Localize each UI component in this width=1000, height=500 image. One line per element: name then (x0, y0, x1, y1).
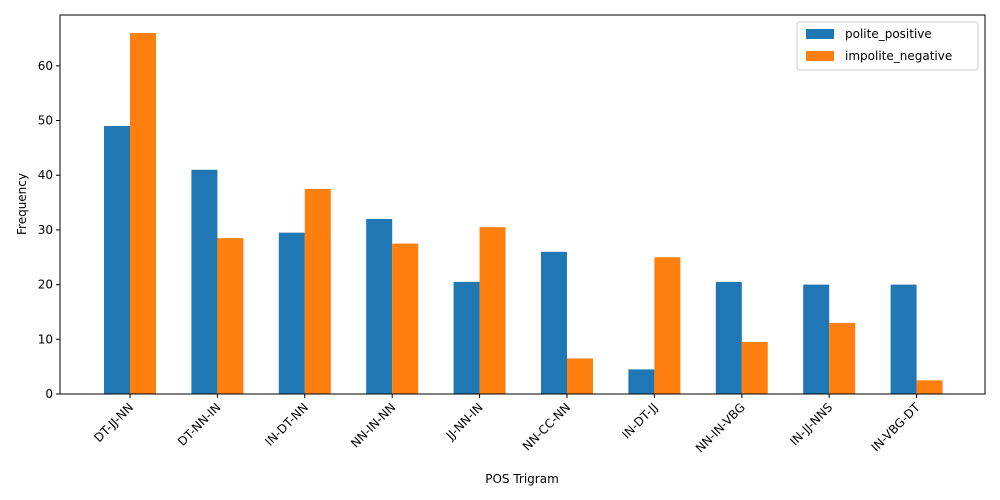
bar-impolite-negative-nn-in-vbg (741, 342, 768, 394)
bar-polite-positive-in-dt-nn (278, 232, 305, 394)
bar-impolite-negative-in-dt-jj (654, 257, 681, 394)
y-tick-label: 40 (38, 168, 53, 182)
x-tick-label: NN-IN-VBG (693, 400, 748, 455)
bar-polite-positive-nn-cc-nn (541, 251, 567, 394)
x-tick-label: NN-IN-NN (348, 400, 398, 450)
bar-polite-positive-dt-jj-nn (104, 126, 130, 394)
x-tick-label: IN-VBG-DT (869, 400, 924, 455)
bar-impolite-negative-in-dt-nn (304, 188, 331, 394)
bar-impolite-negative-jj-nn-in (479, 227, 506, 394)
bar-polite-positive-dt-nn-in (191, 169, 218, 394)
y-axis-label: Frequency (15, 173, 29, 235)
bar-polite-positive-nn-in-nn (366, 218, 393, 394)
bar-impolite-negative-nn-in-nn (392, 243, 419, 394)
x-tick-label: NN-CC-NN (520, 400, 573, 453)
bar-polite-positive-in-jj-nns (803, 284, 830, 394)
y-axis: 0 10 20 30 40 50 60 (38, 59, 60, 401)
y-tick-label: 0 (45, 387, 53, 401)
bar-impolite-negative-dt-jj-nn (130, 33, 156, 395)
bar-polite-positive-in-vbg-dt (890, 284, 917, 394)
bar-impolite-negative-nn-cc-nn (567, 358, 593, 394)
bar-polite-positive-nn-in-vbg (715, 281, 742, 394)
bars-layer (104, 33, 943, 395)
x-tick-label: IN-JJ-NNS (787, 400, 835, 448)
x-tick-label: DT-JJ-NN (91, 400, 136, 445)
x-tick-label: JJ-NN-IN (443, 400, 486, 443)
y-tick-label: 30 (38, 223, 53, 237)
x-tick-label: IN-DT-NN (262, 400, 311, 449)
bar-impolite-negative-in-vbg-dt (916, 380, 943, 394)
bar-impolite-negative-dt-nn-in (217, 238, 244, 394)
legend-box (796, 21, 979, 71)
plot-frame (59, 14, 986, 395)
x-tick-label: DT-NN-IN (175, 400, 224, 449)
y-tick-label: 60 (38, 59, 53, 73)
bar-polite-positive-jj-nn-in (453, 281, 480, 394)
bar-impolite-negative-in-jj-nns (829, 322, 856, 394)
legend-label-impolite-negative: impolite_negative (845, 49, 952, 63)
legend: polite_positive impolite_negative (796, 21, 979, 71)
legend-swatch-polite-positive (806, 29, 834, 39)
x-axis: DT-JJ-NN DT-NN-IN IN-DT-NN NN-IN-NN JJ-NN-IN… (91, 394, 923, 455)
y-tick-label: 20 (38, 278, 53, 292)
x-axis-label: POS Trigram (485, 472, 559, 486)
legend-label-polite-positive: polite_positive (845, 27, 932, 41)
legend-swatch-impolite-negative (806, 51, 834, 61)
x-tick-label: IN-DT-JJ (619, 400, 660, 441)
bar-polite-positive-in-dt-jj (628, 369, 655, 394)
y-tick-label: 10 (38, 332, 53, 346)
y-tick-label: 50 (38, 114, 53, 128)
